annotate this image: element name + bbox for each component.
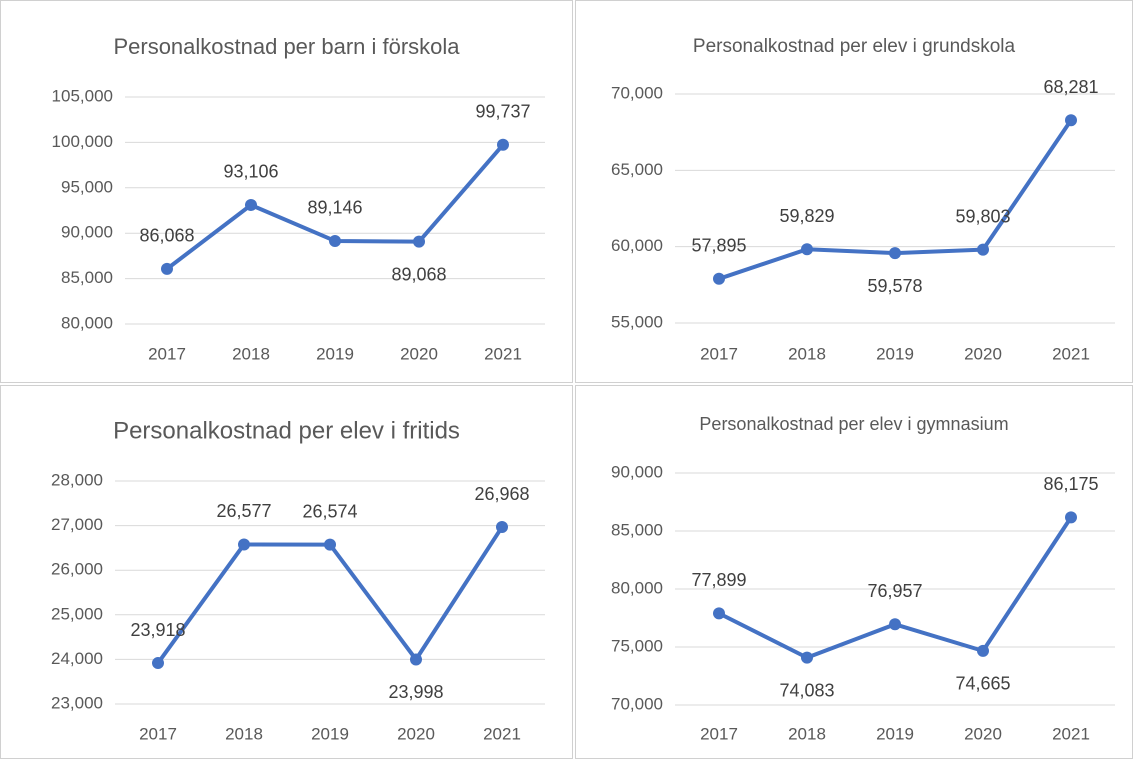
data-label: 26,577 <box>216 501 271 521</box>
data-point <box>245 198 257 211</box>
x-tick-label: 2019 <box>311 724 349 743</box>
data-label: 68,281 <box>1043 77 1098 97</box>
data-point <box>161 262 173 275</box>
data-label: 93,106 <box>223 162 278 182</box>
y-tick-label: 24,000 <box>51 649 103 668</box>
data-point <box>801 243 813 256</box>
data-label: 89,068 <box>391 264 446 284</box>
y-tick-label: 100,000 <box>52 132 113 151</box>
y-tick-label: 25,000 <box>51 604 103 623</box>
data-point <box>977 644 989 657</box>
x-tick-label: 2018 <box>788 344 826 363</box>
y-tick-label: 55,000 <box>611 312 663 331</box>
data-point <box>497 138 509 151</box>
data-point <box>713 607 725 620</box>
data-label: 59,578 <box>867 276 922 296</box>
x-tick-label: 2021 <box>483 724 521 743</box>
y-tick-label: 85,000 <box>611 520 663 539</box>
chart: Personalkostnad per elev i grundskola 55,… <box>575 0 1133 383</box>
x-tick-label: 2017 <box>700 344 738 363</box>
data-label: 59,829 <box>779 206 834 226</box>
y-tick-label: 80,000 <box>611 578 663 597</box>
data-label: 26,574 <box>302 501 357 521</box>
data-label: 89,146 <box>307 198 362 218</box>
x-tick-label: 2020 <box>400 344 438 363</box>
data-label: 26,968 <box>474 484 529 504</box>
x-tick-label: 2018 <box>232 344 270 363</box>
data-label: 74,083 <box>779 680 834 700</box>
data-label: 99,737 <box>475 102 530 122</box>
x-tick-label: 2021 <box>484 344 522 363</box>
y-tick-label: 80,000 <box>61 313 113 332</box>
data-label: 76,957 <box>867 581 922 601</box>
data-label: 23,918 <box>130 620 185 640</box>
y-tick-label: 90,000 <box>61 223 113 242</box>
data-label: 86,068 <box>139 226 194 246</box>
data-point <box>413 235 425 248</box>
x-tick-label: 2018 <box>225 724 263 743</box>
data-label: 77,899 <box>691 570 746 590</box>
y-tick-label: 27,000 <box>51 515 103 534</box>
data-point <box>496 521 508 534</box>
x-tick-label: 2020 <box>397 724 435 743</box>
chart-title: Personalkostnad per barn i förskola <box>113 34 460 59</box>
y-tick-label: 95,000 <box>61 177 113 196</box>
data-label: 86,175 <box>1043 474 1098 494</box>
y-tick-label: 85,000 <box>61 268 113 287</box>
data-label: 23,998 <box>388 682 443 702</box>
data-point <box>1065 114 1077 127</box>
x-tick-label: 2017 <box>700 724 738 743</box>
x-tick-label: 2017 <box>148 344 186 363</box>
data-point <box>889 247 901 260</box>
y-tick-label: 75,000 <box>611 636 663 655</box>
data-point <box>889 618 901 631</box>
data-point <box>713 272 725 285</box>
y-tick-label: 105,000 <box>52 86 113 105</box>
data-point <box>410 653 422 666</box>
data-point <box>329 234 341 247</box>
data-point <box>1065 511 1077 524</box>
data-point <box>238 538 250 551</box>
x-tick-label: 2018 <box>788 724 826 743</box>
y-tick-label: 60,000 <box>611 236 663 255</box>
panel-border <box>0 0 573 383</box>
y-tick-label: 23,000 <box>51 693 103 712</box>
data-point <box>801 651 813 664</box>
x-tick-label: 2020 <box>964 724 1002 743</box>
data-point <box>324 538 336 551</box>
x-tick-label: 2021 <box>1052 344 1090 363</box>
data-label: 59,803 <box>955 206 1010 226</box>
y-tick-label: 28,000 <box>51 470 103 489</box>
data-label: 57,895 <box>691 236 746 256</box>
chart: Personalkostnad per elev i gymnasium 70,0… <box>575 385 1133 759</box>
data-point <box>152 657 164 670</box>
chart: Personalkostnad per elev i fritids 23,000… <box>0 385 573 759</box>
x-tick-label: 2020 <box>964 344 1002 363</box>
x-tick-label: 2021 <box>1052 724 1090 743</box>
y-tick-label: 70,000 <box>611 694 663 713</box>
x-tick-label: 2019 <box>876 724 914 743</box>
y-tick-label: 70,000 <box>611 83 663 102</box>
y-tick-label: 65,000 <box>611 160 663 179</box>
x-tick-label: 2019 <box>876 344 914 363</box>
x-tick-label: 2019 <box>316 344 354 363</box>
x-tick-label: 2017 <box>139 724 177 743</box>
chart-title: Personalkostnad per elev i gymnasium <box>699 414 1008 434</box>
chart-title: Personalkostnad per elev i fritids <box>113 417 460 444</box>
y-tick-label: 90,000 <box>611 462 663 481</box>
chart-title: Personalkostnad per elev i grundskola <box>693 36 1016 57</box>
chart: Personalkostnad per barn i förskola 80,00… <box>0 0 573 383</box>
y-tick-label: 26,000 <box>51 560 103 579</box>
data-point <box>977 243 989 256</box>
data-label: 74,665 <box>955 674 1010 694</box>
